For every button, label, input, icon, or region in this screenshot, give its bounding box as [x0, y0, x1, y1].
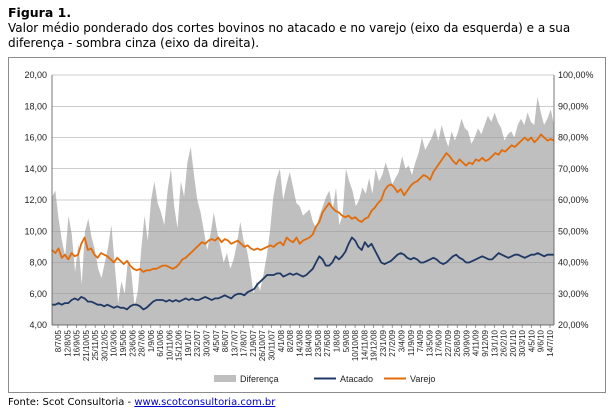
x-tick-label: 10/3/06 — [110, 329, 119, 356]
series-atacado-line — [52, 236, 554, 311]
legend-label-atacado: Atacado — [340, 374, 373, 384]
y-left-tick-label: 14,00 — [24, 164, 47, 174]
x-tick-label: 6/10/06 — [156, 329, 165, 356]
x-tick-label: 14/11/08 — [360, 329, 369, 360]
y-right-tick-label: 70,00% — [558, 164, 589, 174]
x-tick-label: 30/3/07 — [203, 329, 212, 356]
x-tick-label: 13/1/10 — [490, 329, 499, 356]
x-tick-label: 8/7/05 — [54, 329, 63, 352]
x-tick-label: 1/8/08 — [332, 329, 341, 352]
figure-source: Fonte: Scot Consultoria - www.scotconsul… — [8, 397, 275, 408]
x-tick-label: 30/12/05 — [100, 329, 109, 361]
x-tick-label: 18/4/08 — [305, 329, 314, 356]
x-tick-label: 14/7/10 — [546, 329, 555, 356]
x-tick-label: 10/11/06 — [165, 329, 174, 360]
y-left-tick-label: 12,00 — [24, 195, 47, 205]
x-tick-label: 17/8/07 — [240, 329, 249, 356]
x-tick-label: 30/9/09 — [462, 329, 471, 356]
x-tick-label: 23/5/08 — [314, 329, 323, 356]
y-right-tick-label: 20,00% — [558, 320, 589, 330]
x-tick-label: 20/1/10 — [509, 329, 518, 356]
x-tick-label: 13/7/07 — [230, 329, 239, 356]
figure-caption: Valor médio ponderado dos cortes bovinos… — [8, 21, 571, 50]
x-tick-label: 30/3/10 — [518, 329, 527, 356]
y-right-tick-label: 60,00% — [558, 195, 589, 205]
x-tick-label: 19/1/07 — [184, 329, 193, 356]
x-tick-label: 7/4/09 — [416, 329, 425, 352]
x-tick-label: 1/9/06 — [147, 329, 156, 352]
y-left-tick-label: 6,00 — [29, 289, 47, 299]
series-diferenca-area — [52, 96, 554, 326]
y-right-tick-label: 50,00% — [558, 226, 589, 236]
x-tick-label: 3/4/09 — [397, 329, 406, 352]
x-tick-label: 5/9/08 — [342, 329, 351, 352]
y-right-tick-label: 100,00% — [558, 70, 594, 80]
legend-label-diferença: Diferença — [240, 374, 279, 384]
x-tick-label: 12/8/05 — [63, 329, 72, 356]
x-tick-label: 28/7/06 — [138, 329, 147, 356]
source-prefix: Fonte: Scot Consultoria - — [8, 397, 135, 408]
x-tick-label: 15/12/06 — [175, 329, 184, 361]
x-tick-label: 23/1/09 — [379, 329, 388, 356]
chart: 4,00 6,00 8,00 10,00 12,00 14,00 16,00 18,00 20,… — [24, 70, 594, 384]
x-tick-label: 16/9/05 — [73, 329, 82, 356]
x-tick-label: 19/5/06 — [119, 329, 128, 356]
x-tick-label: 25/11/05 — [91, 329, 100, 360]
x-tick-label: 23/2/07 — [193, 329, 202, 356]
legend-swatch-diferença — [214, 375, 236, 382]
chart-frame: 4,00 6,00 8,00 10,00 12,00 14,00 16,00 18,00 20,… — [8, 57, 606, 393]
y-left-tick-label: 10,00 — [24, 226, 47, 236]
figure-title: Figura 1. — [8, 5, 72, 20]
x-tick-label: 4/5/07 — [212, 329, 221, 352]
x-tick-label: 26/10/07 — [258, 329, 267, 361]
y-right-tick-label: 90,00% — [558, 101, 589, 111]
source-link[interactable]: www.scotconsultoria.com.br — [134, 397, 276, 408]
x-tick-label: 26/8/09 — [453, 329, 462, 356]
x-tick-label: 26/2/10 — [500, 329, 509, 356]
x-tick-label: 13/5/09 — [425, 329, 434, 356]
x-tick-label: 9/6/10 — [537, 329, 546, 352]
x-tick-label: 4/5/10 — [527, 329, 536, 352]
y-left-tick-label: 8,00 — [29, 258, 47, 268]
x-tick-label: 4/1/08 — [277, 329, 286, 352]
legend-label-varejo: Varejo — [410, 374, 435, 384]
y-right-tick-label: 80,00% — [558, 133, 589, 143]
x-tick-label: 17/6/09 — [435, 329, 444, 356]
x-tick-label: 22/7/09 — [444, 329, 453, 356]
x-tick-label: 14/3/08 — [295, 329, 304, 356]
series-varejo-line — [51, 133, 555, 273]
x-tick-label: 8/2/08 — [286, 329, 295, 352]
y-right-tick-label: 40,00% — [558, 258, 589, 268]
x-tick-label: 4/11/09 — [472, 329, 481, 356]
x-tick-label: 19/12/08 — [370, 329, 379, 361]
x-tick-label: 27/6/08 — [323, 329, 332, 356]
x-tick-label: 30/11/07 — [268, 329, 277, 360]
y-right-tick-label: 30,00% — [558, 289, 589, 299]
x-tick-label: 21/9/07 — [249, 329, 258, 356]
x-tick-label: 10/10/08 — [351, 329, 360, 361]
x-tick-label: 9/12/09 — [481, 329, 490, 356]
x-tick-label: 23/6/06 — [128, 329, 137, 356]
x-tick-label: 21/10/05 — [82, 329, 91, 361]
x-tick-label: 27/2/09 — [388, 329, 397, 356]
y-left-tick-label: 20,00 — [24, 70, 47, 80]
x-tick-label: 11/9/09 — [407, 329, 416, 356]
y-left-tick-label: 18,00 — [24, 101, 47, 111]
x-tick-label: 8/6/07 — [221, 329, 230, 352]
y-left-tick-label: 4,00 — [29, 320, 47, 330]
y-left-tick-label: 16,00 — [24, 133, 47, 143]
